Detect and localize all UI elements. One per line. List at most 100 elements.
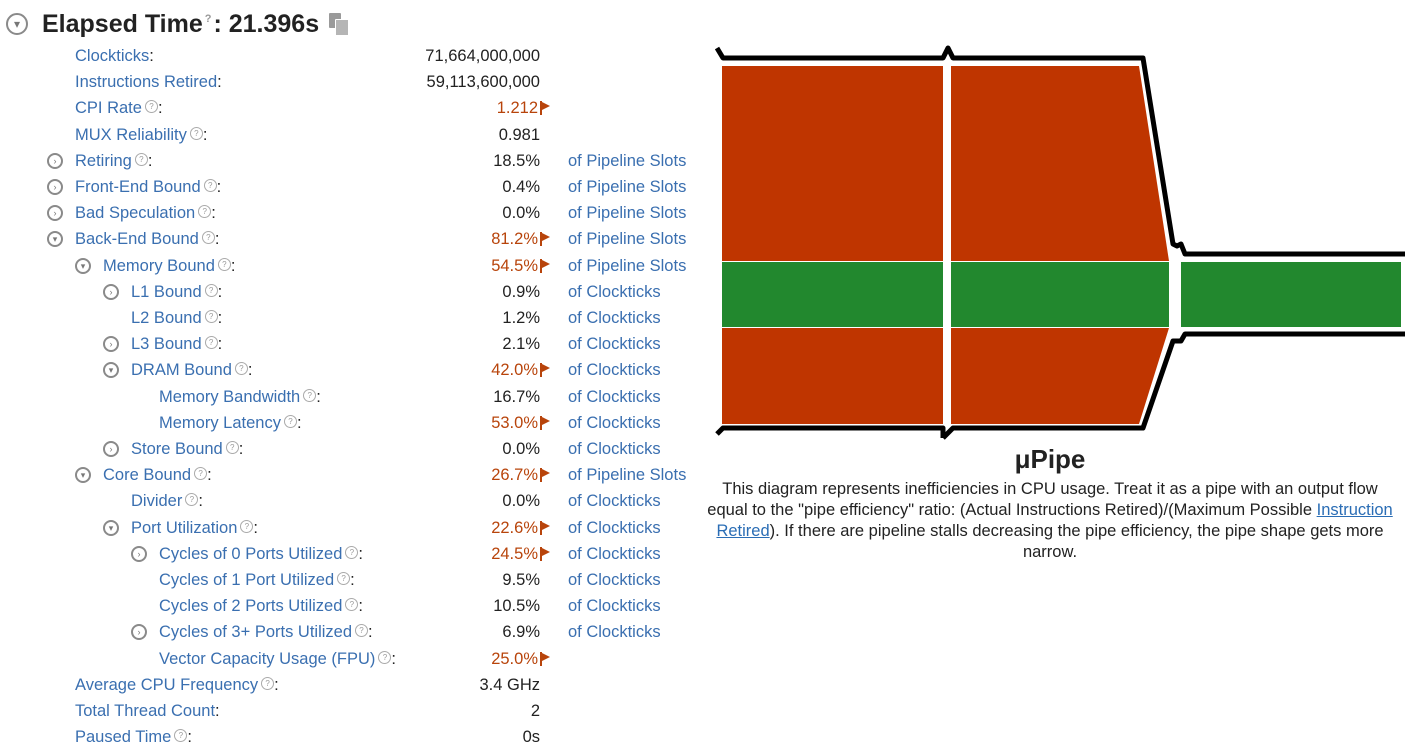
metric-label[interactable]: Divider?: — [131, 489, 203, 513]
help-icon[interactable]: ? — [204, 283, 218, 297]
metric-label-text[interactable]: Back-End Bound — [75, 230, 199, 249]
metric-unit[interactable]: of Clockticks — [568, 335, 661, 354]
help-icon[interactable]: ? — [134, 152, 148, 166]
metric-label[interactable]: Vector Capacity Usage (FPU)?: — [159, 647, 396, 671]
help-icon[interactable]: ? — [234, 362, 248, 376]
expand-icon[interactable]: › — [47, 152, 63, 169]
metric-label[interactable]: Memory Latency?: — [159, 411, 302, 435]
metric-label[interactable]: Back-End Bound?: — [75, 227, 219, 251]
collapse-icon[interactable]: ▾ — [103, 362, 119, 379]
metric-label-text[interactable]: Total Thread Count — [75, 702, 216, 720]
help-icon[interactable]: ? — [355, 624, 369, 638]
expand-icon[interactable]: › — [103, 336, 119, 353]
metric-unit[interactable]: of Clockticks — [568, 492, 661, 511]
metric-label[interactable]: L1 Bound?: — [131, 280, 222, 304]
metric-label[interactable]: Retiring?: — [75, 149, 152, 173]
metric-unit[interactable]: of Clockticks — [568, 544, 661, 563]
metric-unit[interactable]: of Pipeline Slots — [568, 204, 687, 223]
metric-label[interactable]: Cycles of 1 Port Utilized?: — [159, 568, 355, 592]
instruction-retired-link[interactable]: Instruction Retired — [716, 501, 1393, 540]
metric-label[interactable]: DRAM Bound?: — [131, 358, 252, 382]
expand-icon[interactable]: › — [131, 545, 147, 562]
metric-label-text[interactable]: Instructions Retired — [75, 73, 218, 92]
help-icon[interactable]: ? — [204, 336, 218, 350]
metric-label-text[interactable]: Front-End Bound — [75, 178, 201, 196]
metric-label[interactable]: Cycles of 0 Ports Utilized?: — [159, 542, 363, 566]
metric-unit[interactable]: of Clockticks — [568, 571, 661, 589]
metric-label[interactable]: Cycles of 3+ Ports Utilized?: — [159, 620, 373, 644]
metric-label[interactable]: Clockticks: — [75, 44, 154, 68]
metric-label[interactable]: Bad Speculation?: — [75, 201, 216, 225]
expand-icon[interactable]: › — [47, 179, 63, 195]
metric-label[interactable]: Cycles of 2 Ports Utilized?: — [159, 594, 363, 618]
help-icon[interactable]: ? — [337, 572, 351, 585]
metric-label-text[interactable]: Vector Capacity Usage (FPU) — [159, 649, 376, 668]
help-icon[interactable]: ? — [345, 545, 359, 559]
metric-label-text[interactable]: L3 Bound — [131, 335, 202, 354]
help-icon[interactable]: ? — [194, 467, 208, 481]
help-icon[interactable]: ? — [201, 231, 215, 245]
metric-label[interactable]: L2 Bound?: — [131, 306, 222, 330]
metric-unit[interactable]: of Clockticks — [568, 597, 661, 616]
metric-label[interactable]: Core Bound?: — [103, 463, 212, 487]
metric-label[interactable]: Memory Bound?: — [103, 254, 235, 278]
metric-label-text[interactable]: Port Utilization — [131, 518, 238, 537]
help-icon[interactable]: ? — [240, 519, 254, 533]
metric-label-text[interactable]: Cycles of 1 Port Utilized — [159, 571, 335, 589]
metric-label-text[interactable]: Average CPU Frequency — [75, 675, 259, 694]
help-icon[interactable]: ? — [204, 310, 218, 323]
metric-label-text[interactable]: Paused Time — [75, 728, 172, 747]
metric-unit[interactable]: of Clockticks — [568, 361, 661, 380]
metric-label-text[interactable]: DRAM Bound — [131, 361, 232, 380]
help-icon[interactable]: ? — [204, 13, 212, 26]
expand-icon[interactable]: › — [47, 205, 63, 222]
metric-unit[interactable]: of Clockticks — [568, 413, 661, 432]
help-icon[interactable]: ? — [345, 598, 359, 612]
help-icon[interactable]: ? — [185, 493, 199, 507]
help-icon[interactable]: ? — [217, 257, 231, 271]
metric-label-text[interactable]: Memory Bound — [103, 256, 215, 275]
metric-label[interactable]: Paused Time?: — [75, 725, 192, 749]
help-icon[interactable]: ? — [198, 205, 212, 219]
metric-label[interactable]: Instructions Retired: — [75, 70, 222, 94]
metric-label-text[interactable]: Core Bound — [103, 466, 192, 485]
metric-label-text[interactable]: Memory Latency — [159, 413, 281, 432]
metric-unit[interactable]: of Pipeline Slots — [568, 151, 687, 170]
metric-label[interactable]: Front-End Bound?: — [75, 175, 221, 199]
help-icon[interactable]: ? — [261, 676, 275, 690]
help-icon[interactable]: ? — [144, 100, 158, 114]
collapse-section-icon[interactable]: ▾ — [6, 13, 28, 35]
metric-unit[interactable]: of Clockticks — [568, 309, 661, 327]
metric-label[interactable]: Port Utilization?: — [131, 516, 258, 540]
help-icon[interactable]: ? — [378, 650, 392, 664]
metric-label-text[interactable]: L1 Bound — [131, 282, 202, 301]
metric-label[interactable]: MUX Reliability?: — [75, 123, 207, 147]
metric-label[interactable]: Total Thread Count: — [75, 699, 220, 723]
metric-label-text[interactable]: Retiring — [75, 151, 132, 170]
metric-unit[interactable]: of Pipeline Slots — [568, 178, 687, 196]
metric-unit[interactable]: of Pipeline Slots — [568, 256, 687, 275]
metric-label-text[interactable]: Divider — [131, 492, 183, 511]
metric-label[interactable]: Memory Bandwidth?: — [159, 385, 321, 409]
metric-unit[interactable]: of Pipeline Slots — [568, 466, 687, 485]
collapse-icon[interactable]: ▾ — [47, 231, 63, 248]
metric-label-text[interactable]: Cycles of 2 Ports Utilized — [159, 597, 343, 616]
metric-label-text[interactable]: CPI Rate — [75, 99, 142, 118]
expand-icon[interactable]: › — [103, 283, 119, 300]
collapse-icon[interactable]: ▾ — [75, 257, 91, 274]
metric-unit[interactable]: of Pipeline Slots — [568, 230, 687, 249]
metric-label-text[interactable]: Memory Bandwidth — [159, 387, 301, 406]
collapse-icon[interactable]: ▾ — [75, 467, 91, 484]
metric-unit[interactable]: of Clockticks — [568, 282, 661, 301]
metric-label-text[interactable]: L2 Bound — [131, 309, 202, 327]
metric-unit[interactable]: of Clockticks — [568, 440, 661, 458]
help-icon[interactable]: ? — [189, 126, 203, 140]
metric-label[interactable]: CPI Rate?: — [75, 96, 163, 120]
metric-label[interactable]: L3 Bound?: — [131, 332, 222, 356]
metric-label-text[interactable]: Store Bound — [131, 440, 223, 458]
help-icon[interactable]: ? — [225, 441, 239, 454]
metric-label[interactable]: Store Bound?: — [131, 437, 243, 461]
metric-unit[interactable]: of Clockticks — [568, 518, 661, 537]
metric-label-text[interactable]: Cycles of 0 Ports Utilized — [159, 544, 343, 563]
metric-label-text[interactable]: Cycles of 3+ Ports Utilized — [159, 623, 353, 642]
